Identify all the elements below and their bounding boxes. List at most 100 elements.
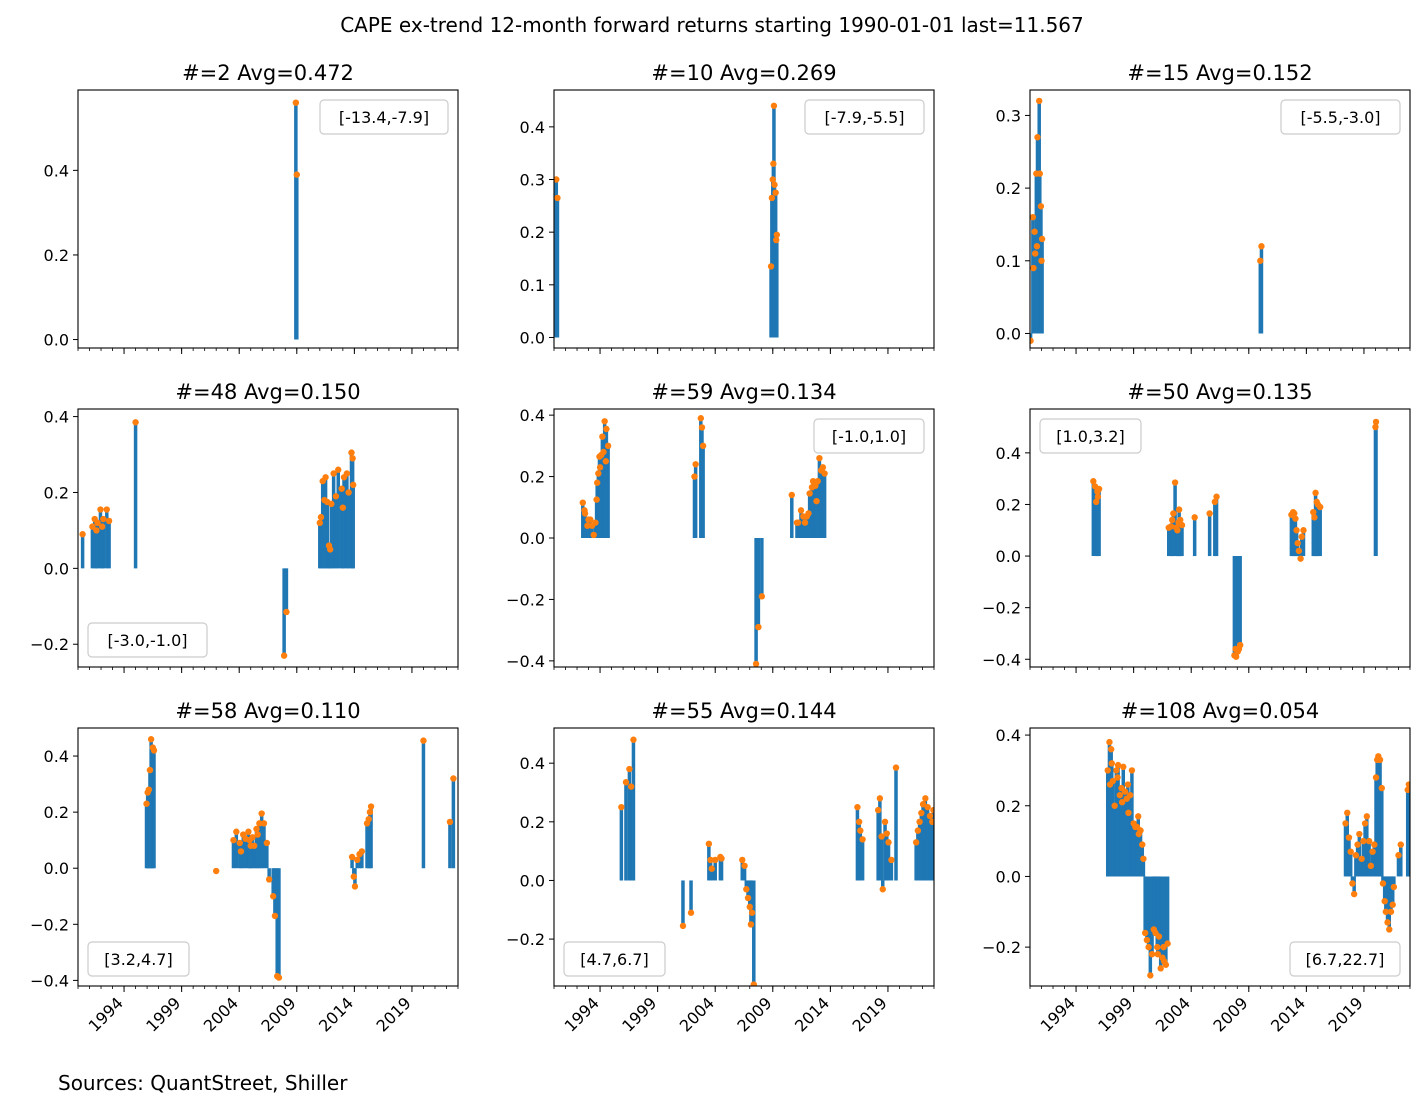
stem-marker [1235, 645, 1243, 653]
stem-marker [1206, 510, 1213, 517]
stem-marker [1104, 767, 1111, 774]
stem-marker [1257, 257, 1264, 264]
stem-marker [914, 827, 922, 834]
stem-marker [698, 424, 706, 431]
stem-marker [876, 795, 884, 802]
stem-marker [1124, 781, 1132, 788]
stem-marker [1175, 506, 1183, 513]
x-tick-label: 2014 [791, 993, 833, 1035]
stem-marker [1349, 880, 1356, 887]
y-tick-label: −0.2 [982, 599, 1021, 618]
legend-box [1289, 941, 1401, 977]
plot-area [579, 415, 828, 667]
stem-marker [1143, 936, 1151, 944]
x-tick-label: 1999 [1094, 993, 1136, 1035]
stem-marker [1379, 880, 1387, 887]
subplot-7: #=58 Avg=0.110 −0.4 −0.2 0.0 0.2 0.4 1994 1999 2… [30, 699, 459, 1036]
stem-marker [744, 894, 752, 902]
stem-marker [806, 490, 813, 497]
stem-marker [1382, 908, 1390, 915]
stem-marker [1372, 423, 1379, 431]
stem-marker [758, 593, 766, 600]
source-note: Sources: QuantStreet, Shiller [58, 1071, 348, 1095]
legend: [-5.5,-3.0] [1280, 99, 1401, 135]
stem-marker [1342, 820, 1349, 827]
stem-marker [1154, 950, 1162, 958]
stem-marker [603, 425, 610, 433]
legend: [6.7,22.7] [1289, 941, 1401, 977]
stem-marker [1310, 509, 1317, 516]
x-tick-label: 1994 [1037, 993, 1079, 1035]
stem-marker [1036, 170, 1043, 177]
stem-marker [345, 489, 352, 496]
stem-marker [1113, 767, 1120, 774]
stem-marker [883, 830, 890, 837]
stem-marker [630, 736, 637, 743]
legend-box [804, 99, 925, 135]
stem-marker [292, 99, 300, 106]
y-tick-label: −0.4 [30, 971, 69, 990]
stem-marker [599, 433, 606, 440]
stem-marker [1232, 653, 1240, 660]
stem-marker [1157, 965, 1164, 972]
stem-marker [147, 736, 155, 743]
stem-marker [755, 623, 762, 631]
stem-marker [1033, 243, 1041, 250]
stem-marker [855, 818, 863, 826]
stem-marker [816, 454, 823, 462]
stem-marker [926, 812, 934, 820]
stem-marker [748, 909, 756, 916]
stem-marker [593, 496, 600, 503]
subplot-5: #=59 Avg=0.134 −0.4 −0.2 0.0 0.2 0.4 [-1.0,1.0… [506, 380, 935, 673]
stem-marker [771, 181, 778, 188]
y-tick-label: 0.4 [996, 726, 1021, 745]
x-tick-label: 2014 [315, 993, 357, 1035]
stem-marker [365, 815, 372, 823]
stem-marker [1116, 791, 1124, 799]
y-tick-label: 0.2 [520, 813, 545, 832]
axes-frame [1029, 89, 1411, 349]
subplot-4: #=48 Avg=0.150 −0.2 0.0 0.2 0.4 [-3.0,-1.0] [30, 380, 459, 673]
plot-area [1104, 738, 1410, 979]
y-tick-label: 0.2 [44, 246, 69, 265]
stem-marker [1356, 830, 1363, 838]
stem-marker [579, 499, 586, 506]
subplot-2: #=10 Avg=0.269 0.0 0.1 0.2 0.3 0.4 [-7.9,-5.5] [520, 61, 935, 354]
stem-marker [237, 848, 245, 855]
stem-marker [338, 485, 345, 492]
y-tick-label: 0.4 [520, 118, 545, 137]
stem-marker [1030, 337, 1034, 344]
stem-marker [773, 236, 780, 244]
stem-marker [1154, 943, 1161, 951]
y-tick-label: 0.0 [996, 547, 1021, 566]
legend-box [319, 99, 449, 135]
stem-marker [254, 831, 261, 838]
stem-marker [322, 474, 329, 481]
stem-marker [1372, 774, 1380, 781]
stem-marker [773, 231, 781, 238]
stem-marker [230, 836, 237, 844]
stem-marker [1350, 890, 1358, 898]
stem-marker [233, 828, 240, 835]
subplot-title: #=59 Avg=0.134 [651, 380, 836, 404]
x-tick-label: 1994 [85, 993, 127, 1035]
stem-marker [212, 867, 220, 875]
stem-marker [769, 176, 776, 183]
stem-marker [687, 909, 695, 916]
legend-box [1280, 99, 1401, 135]
legend-label: [3.2,4.7] [104, 950, 172, 969]
stem-marker [275, 974, 283, 981]
panels-grid: #=2 Avg=0.472 0.0 0.2 0.4 [-13.4,-7.9] #=10 A… [30, 61, 1411, 1036]
stem-marker [857, 827, 864, 834]
stem-marker [1106, 781, 1114, 788]
y-tick-label: 0.2 [44, 483, 69, 502]
stem-marker [339, 504, 347, 511]
stem-marker [420, 737, 427, 744]
stem-marker [1211, 498, 1219, 506]
y-tick-label: 0.4 [996, 444, 1021, 463]
stem-marker [930, 806, 934, 814]
stem-marker [627, 783, 635, 790]
stem-marker [321, 496, 328, 504]
stem-marker [1376, 756, 1384, 764]
